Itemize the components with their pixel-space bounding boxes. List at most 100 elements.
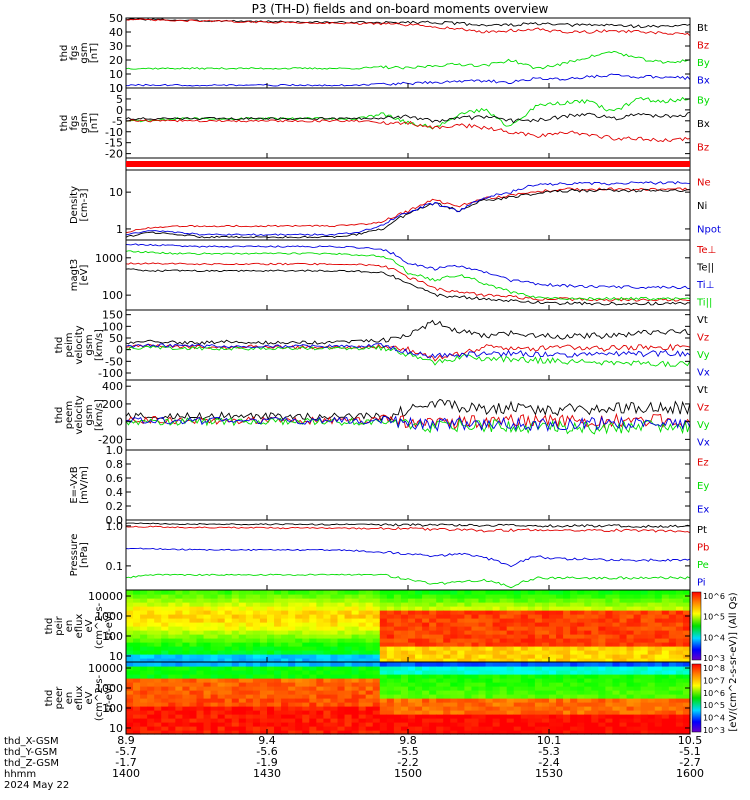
heatmap-cell (541, 646, 550, 651)
heatmap-cell (238, 602, 247, 607)
heatmap-cell (605, 666, 614, 671)
heatmap-cell (168, 690, 176, 695)
heatmap-cell (309, 610, 317, 615)
heatmap-cell (478, 690, 487, 695)
heatmap-cell (168, 650, 176, 655)
heatmap-cell (238, 674, 247, 679)
heatmap-cell (133, 682, 141, 687)
heatmap-cell (126, 702, 134, 707)
heatmap-cell (541, 714, 550, 719)
heatmap-cell (661, 618, 670, 623)
heatmap-cell (436, 726, 444, 731)
heatmap-cell (133, 666, 141, 671)
heatmap-cell (506, 726, 515, 731)
colorbar-tick-label: 10^3 (703, 726, 725, 735)
heatmap-cell (281, 722, 289, 727)
heatmap-cell (175, 610, 183, 615)
heatmap-cell (323, 706, 332, 711)
heatmap-cell (619, 682, 628, 687)
heatmap-cell (330, 598, 339, 603)
heatmap-cell (386, 714, 395, 719)
heatmap-cell (527, 662, 536, 667)
heatmap-cell (379, 642, 388, 647)
heatmap-cell (654, 726, 663, 731)
heatmap-cell (344, 702, 353, 707)
heatmap-cell (337, 686, 346, 691)
heatmap-cell (358, 670, 367, 675)
heatmap-cell (619, 702, 628, 707)
heatmap-cell (393, 678, 402, 683)
heatmap-cell (175, 706, 183, 711)
heatmap-cell (393, 642, 402, 647)
heatmap-cell (682, 598, 691, 603)
heatmap-cell (415, 646, 423, 651)
heatmap-cell (224, 658, 233, 663)
heatmap-cell (619, 622, 628, 627)
heatmap-cell (302, 618, 310, 623)
heatmap-cell (598, 730, 606, 735)
heatmap-cell (654, 686, 663, 691)
heatmap-cell (196, 594, 205, 599)
heatmap-cell (245, 590, 254, 595)
heatmap-cell (309, 710, 317, 715)
heatmap-cell (281, 626, 289, 631)
heatmap-cell (478, 602, 487, 607)
heatmap-cell (422, 722, 430, 727)
heatmap-cell (499, 698, 508, 703)
heatmap-cell (168, 638, 176, 643)
y-axis-label: gsm (79, 112, 90, 133)
heatmap-cell (619, 670, 628, 675)
heatmap-cell (323, 730, 332, 735)
heatmap-cell (231, 606, 240, 611)
heatmap-cell (245, 614, 254, 619)
heatmap-cell (661, 674, 670, 679)
heatmap-cell (682, 626, 691, 631)
heatmap-cell (224, 714, 233, 719)
heatmap-cell (415, 718, 423, 723)
heatmap-cell (527, 614, 536, 619)
heatmap-cell (154, 718, 162, 723)
heatmap-cell (140, 678, 148, 683)
heatmap-cell (457, 618, 465, 623)
heatmap-cell (351, 590, 360, 595)
heatmap-cell (281, 646, 289, 651)
heatmap-cell (231, 602, 240, 607)
heatmap-cell (591, 674, 599, 679)
heatmap-cell (358, 654, 367, 659)
heatmap-cell (245, 594, 254, 599)
legend-Vz: Vz (697, 402, 709, 413)
heatmap-cell (556, 722, 564, 727)
heatmap-cell (520, 606, 529, 611)
heatmap-cell (196, 682, 205, 687)
colorbar-0: 10^610^510^410^3 (691, 591, 725, 663)
heatmap-cell (133, 714, 141, 719)
y-tick-label: 0.0 (106, 514, 124, 527)
y-axis-label: sr-eV) (104, 683, 115, 712)
heatmap-cell (415, 670, 423, 675)
heatmap-cell (647, 634, 656, 639)
heatmap-cell (527, 686, 536, 691)
heatmap-cell (238, 698, 247, 703)
heatmap-cell (668, 658, 677, 663)
heatmap-cell (654, 606, 663, 611)
heatmap-cell (393, 674, 402, 679)
heatmap-cell (527, 626, 536, 631)
heatmap-cell (238, 662, 247, 667)
heatmap-cell (436, 630, 444, 635)
heatmap-cell (281, 606, 289, 611)
heatmap-cell (541, 642, 550, 647)
heatmap-cell (351, 666, 360, 671)
heatmap-cell (302, 682, 310, 687)
heatmap-cell (330, 622, 339, 627)
y-axis-label: gsm (84, 404, 95, 425)
heatmap-cell (231, 678, 240, 683)
colorbar-tick-label: 10^4 (703, 714, 725, 723)
heatmap-cell (344, 594, 353, 599)
heatmap-cell (534, 714, 543, 719)
heatmap-cell (506, 714, 515, 719)
heatmap-cell (527, 606, 536, 611)
heatmap-cell (450, 662, 458, 667)
heatmap-cell (661, 730, 670, 735)
heatmap-cell (668, 642, 677, 647)
heatmap-cell (154, 630, 162, 635)
